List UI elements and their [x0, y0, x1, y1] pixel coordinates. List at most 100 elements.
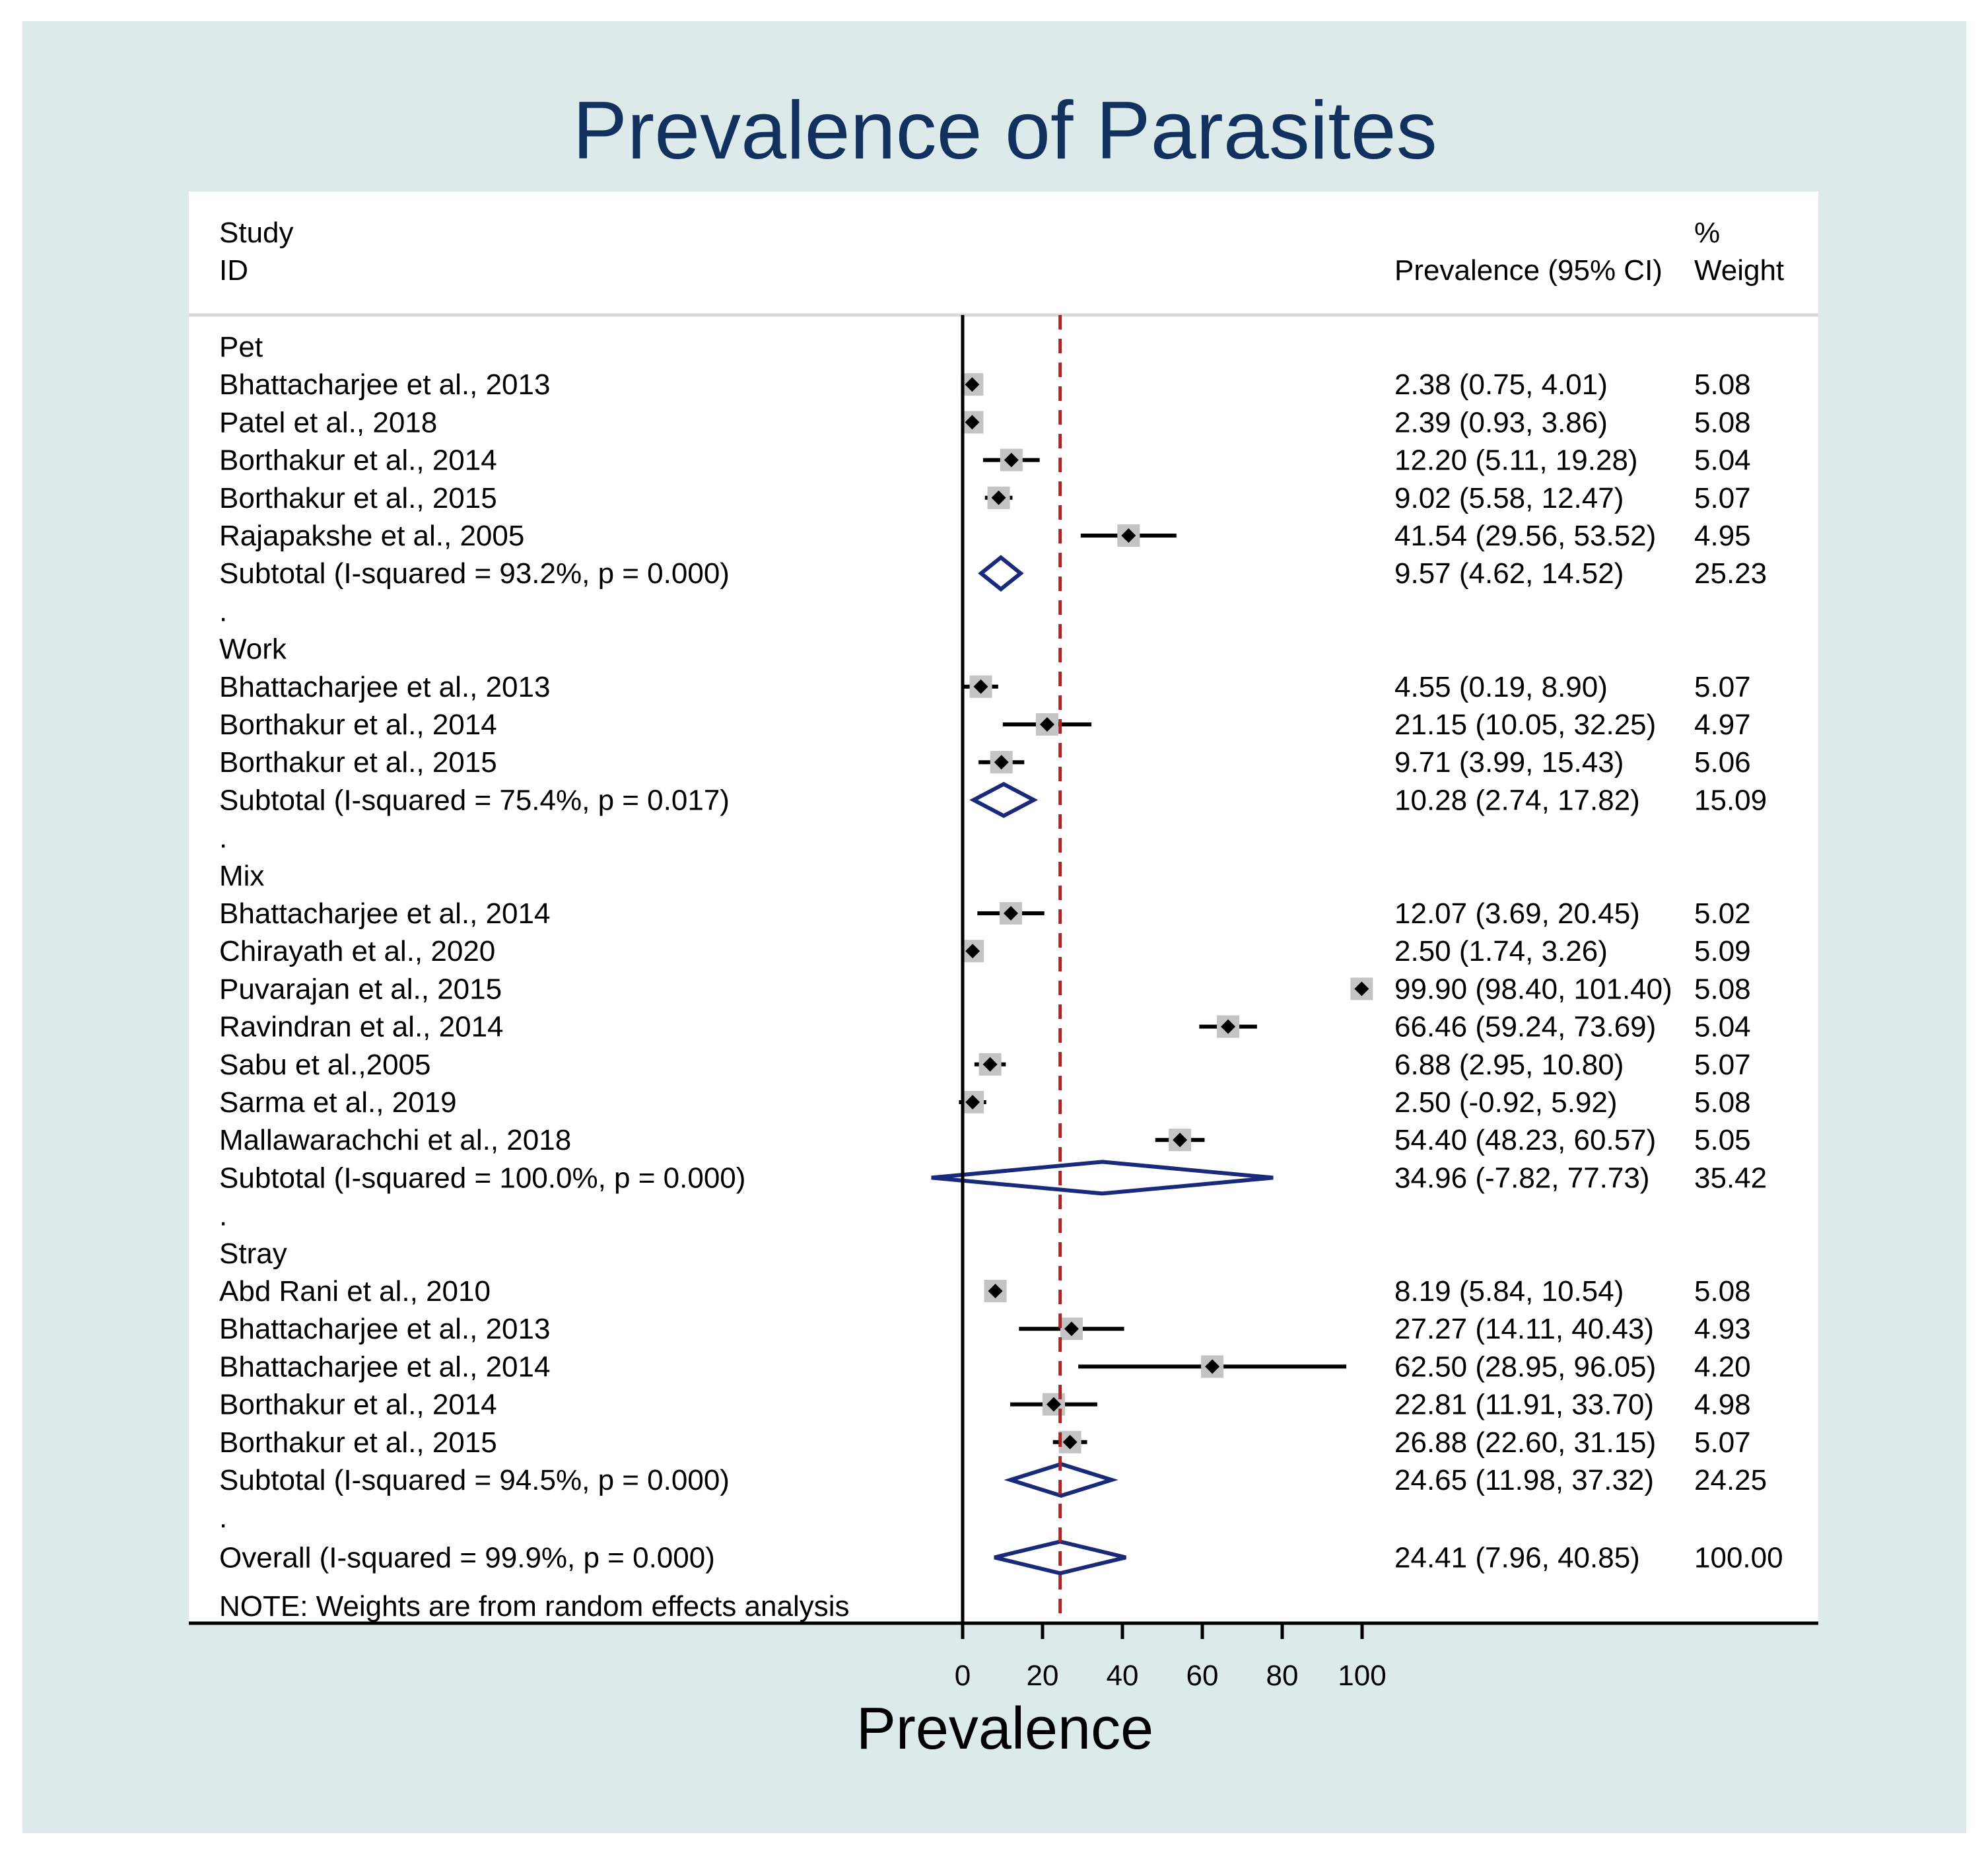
- study-label: Ravindran et al., 2014: [219, 1011, 504, 1043]
- header-study-line2: ID: [219, 254, 248, 287]
- point-estimate-marker: [965, 944, 980, 959]
- dot-label: .: [219, 595, 227, 627]
- header-weight-line1: %: [1694, 217, 1720, 249]
- weight-text: 5.05: [1694, 1124, 1751, 1156]
- estimate-ci-text: 24.65 (11.98, 37.32): [1394, 1464, 1654, 1496]
- point-estimate-marker: [1354, 981, 1369, 996]
- dot-label: .: [219, 1200, 227, 1232]
- estimate-ci-text: 4.55 (0.19, 8.90): [1394, 671, 1608, 703]
- weight-text: 5.07: [1694, 671, 1751, 703]
- point-estimate-marker: [994, 755, 1009, 770]
- study-label: Sarma et al., 2019: [219, 1086, 457, 1119]
- study-label: Rajapakshe et al., 2005: [219, 520, 524, 552]
- point-estimate-marker: [965, 415, 980, 430]
- estimate-ci-text: 8.19 (5.84, 10.54): [1394, 1275, 1624, 1308]
- weight-text: 5.09: [1694, 935, 1751, 967]
- weight-text: 15.09: [1694, 784, 1767, 816]
- estimate-ci-text: 2.38 (0.75, 4.01): [1394, 368, 1608, 401]
- overall-label: Overall (I-squared = 99.9%, p = 0.000): [219, 1541, 715, 1574]
- weight-text: 5.08: [1694, 973, 1751, 1005]
- estimate-ci-text: 12.20 (5.11, 19.28): [1394, 444, 1638, 477]
- footnote-weights: NOTE: Weights are from random effects an…: [219, 1590, 850, 1623]
- weight-text: 5.08: [1694, 1086, 1751, 1119]
- x-tick-label: 0: [955, 1660, 971, 1692]
- estimate-ci-text: 41.54 (29.56, 53.52): [1394, 520, 1656, 552]
- estimate-ci-text: 2.50 (-0.92, 5.92): [1394, 1086, 1618, 1119]
- x-axis-title: Prevalence: [856, 1696, 1153, 1762]
- estimate-ci-text: 2.39 (0.93, 3.86): [1394, 406, 1608, 438]
- study-label: Borthakur et al., 2014: [219, 444, 497, 477]
- study-label: Borthakur et al., 2014: [219, 709, 497, 741]
- weight-text: 4.95: [1694, 520, 1751, 552]
- weight-text: 24.25: [1694, 1464, 1767, 1496]
- study-label: Puvarajan et al., 2015: [219, 973, 502, 1005]
- header-estimate: Prevalence (95% CI): [1394, 254, 1662, 287]
- weight-text: 5.07: [1694, 482, 1751, 514]
- study-label: Mallawarachchi et al., 2018: [219, 1124, 571, 1156]
- point-estimate-marker: [988, 1284, 1003, 1298]
- estimate-ci-text: 66.46 (59.24, 73.69): [1394, 1011, 1656, 1043]
- subtotal-label: Subtotal (I-squared = 94.5%, p = 0.000): [219, 1464, 730, 1496]
- estimate-ci-text: 22.81 (11.91, 33.70): [1394, 1389, 1654, 1421]
- weight-text: 5.08: [1694, 1275, 1751, 1308]
- study-label: Sabu et al.,2005: [219, 1049, 430, 1081]
- point-estimate-marker: [1205, 1359, 1220, 1374]
- x-tick-label: 40: [1107, 1660, 1139, 1692]
- group-label: Work: [219, 633, 287, 666]
- estimate-ci-text: 21.15 (10.05, 32.25): [1394, 709, 1656, 741]
- chart-title: Prevalence of Parasites: [572, 85, 1437, 176]
- estimate-ci-text: 9.71 (3.99, 15.43): [1394, 746, 1624, 779]
- point-estimate-marker: [991, 490, 1006, 505]
- point-estimate-marker: [965, 377, 980, 392]
- x-axis-ticks: 0 20 40 60 80 100: [955, 1623, 1387, 1692]
- weight-text: 4.98: [1694, 1389, 1751, 1421]
- point-estimate-marker: [1221, 1019, 1236, 1034]
- estimate-ci-text: 10.28 (2.74, 17.82): [1394, 784, 1640, 816]
- estimate-ci-text: 12.07 (3.69, 20.45): [1394, 897, 1640, 930]
- point-estimate-marker: [1173, 1133, 1188, 1148]
- forest-marks: [931, 373, 1373, 1576]
- point-estimate-marker: [1064, 1321, 1079, 1337]
- subtotal-label: Subtotal (I-squared = 75.4%, p = 0.017): [219, 784, 730, 816]
- estimate-ci-text: 62.50 (28.95, 96.05): [1394, 1350, 1656, 1383]
- weight-text: 4.93: [1694, 1313, 1751, 1345]
- point-estimate-marker: [1046, 1397, 1062, 1412]
- point-estimate-marker: [1121, 528, 1136, 543]
- dot-label: .: [219, 1502, 227, 1534]
- header-study-line1: Study: [219, 217, 294, 249]
- subtotal-label: Subtotal (I-squared = 93.2%, p = 0.000): [219, 557, 730, 590]
- x-tick-label: 60: [1186, 1660, 1219, 1692]
- subtotal-diamond: [969, 782, 1039, 818]
- estimate-ci-text: 6.88 (2.95, 10.80): [1394, 1049, 1624, 1081]
- subtotal-diamond: [931, 1160, 1274, 1196]
- weight-text: 5.06: [1694, 746, 1751, 779]
- study-label: Chirayath et al., 2020: [219, 935, 495, 967]
- weight-text: 5.04: [1694, 1011, 1751, 1043]
- point-estimate-marker: [1004, 906, 1019, 921]
- subtotal-diamond: [1004, 1461, 1118, 1498]
- point-estimate-marker: [973, 679, 988, 694]
- weight-text: 5.07: [1694, 1049, 1751, 1081]
- estimate-ci-text: 54.40 (48.23, 60.57): [1394, 1124, 1656, 1156]
- study-label: Bhattacharjee et al., 2014: [219, 897, 550, 930]
- estimate-ci-text: 99.90 (98.40, 101.40): [1394, 973, 1672, 1005]
- study-label: Bhattacharjee et al., 2013: [219, 1313, 550, 1345]
- group-label: Pet: [219, 331, 263, 363]
- point-estimate-marker: [1039, 717, 1054, 732]
- weight-text: 25.23: [1694, 557, 1767, 590]
- x-tick-label: 80: [1266, 1660, 1299, 1692]
- weight-text: 35.42: [1694, 1162, 1767, 1194]
- overall-diamond: [994, 1539, 1126, 1576]
- estimate-ci-text: 2.50 (1.74, 3.26): [1394, 935, 1608, 967]
- weight-text: 100.00: [1694, 1541, 1783, 1574]
- estimate-ci-text: 9.02 (5.58, 12.47): [1394, 482, 1624, 514]
- weight-text: 5.08: [1694, 406, 1751, 438]
- dot-label: .: [219, 822, 227, 855]
- x-tick-label: 100: [1338, 1660, 1386, 1692]
- point-estimate-marker: [982, 1057, 998, 1072]
- group-label: Stray: [219, 1238, 287, 1270]
- x-tick-label: 20: [1027, 1660, 1059, 1692]
- weight-text: 5.04: [1694, 444, 1751, 477]
- study-label: Bhattacharjee et al., 2014: [219, 1350, 550, 1383]
